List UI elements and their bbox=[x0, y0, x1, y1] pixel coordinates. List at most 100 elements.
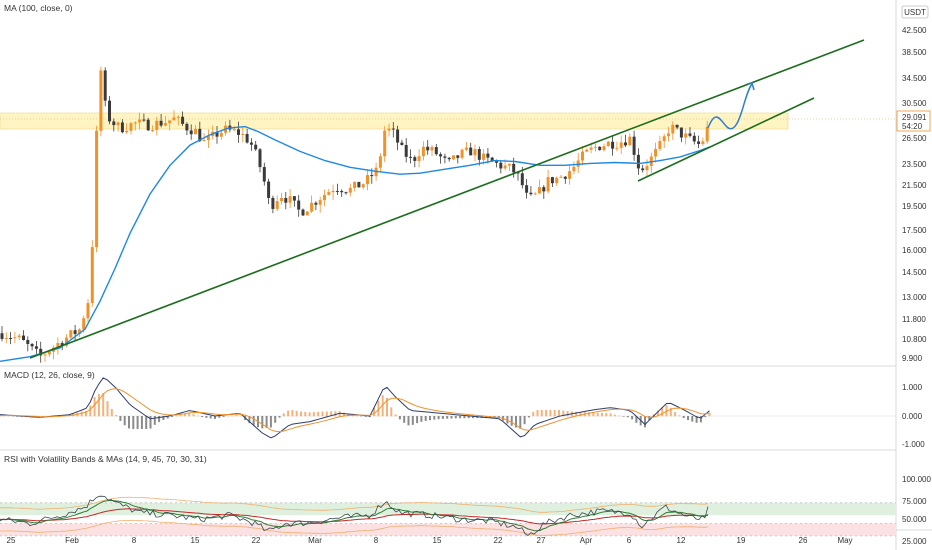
candle-body bbox=[503, 165, 507, 169]
candle-body bbox=[271, 197, 275, 209]
candle-body bbox=[60, 343, 64, 346]
macd-histogram-bar bbox=[158, 416, 161, 423]
macd-histogram-bar bbox=[278, 416, 281, 418]
candle-body bbox=[13, 337, 17, 339]
candle-body bbox=[477, 149, 481, 160]
projection-path[interactable] bbox=[707, 83, 753, 130]
macd-histogram-bar bbox=[265, 416, 268, 428]
candle-body bbox=[108, 100, 111, 122]
macd-histogram-bar bbox=[106, 401, 109, 417]
time-tick-label: 15 bbox=[433, 536, 442, 545]
macd-histogram-bar bbox=[532, 411, 535, 417]
macd-histogram-bar bbox=[558, 409, 560, 417]
candle-body bbox=[434, 147, 438, 155]
macd-histogram-bar bbox=[162, 416, 165, 421]
candle-body bbox=[249, 142, 253, 145]
candle-body bbox=[598, 146, 602, 151]
macd-histogram-bar bbox=[704, 416, 707, 418]
candle-body bbox=[606, 141, 610, 147]
candle-body bbox=[697, 141, 701, 144]
candle-body bbox=[305, 211, 309, 216]
candle-body bbox=[641, 168, 645, 171]
macd-histogram-bar bbox=[171, 416, 173, 417]
macd-layer bbox=[0, 377, 896, 439]
time-tick-label: 8 bbox=[132, 536, 137, 545]
candle-body bbox=[146, 119, 150, 131]
candle-body bbox=[353, 181, 357, 188]
macd-histogram-bar bbox=[669, 407, 672, 417]
time-axis[interactable]: 25 Feb 8 15 22 Mar 8 15 22 27 Apr 6 12 1… bbox=[7, 536, 853, 545]
time-tick-label: 22 bbox=[494, 536, 503, 545]
currency-chip[interactable] bbox=[901, 5, 929, 19]
candle-body bbox=[568, 171, 572, 179]
rsi-slow-ma bbox=[0, 508, 709, 525]
macd-histogram-bar bbox=[179, 414, 182, 417]
candle-body bbox=[632, 136, 636, 155]
macd-histogram-bar bbox=[588, 412, 591, 417]
macd-histogram-bar bbox=[609, 413, 612, 417]
macd-histogram-bar bbox=[433, 416, 436, 420]
candle-body bbox=[172, 117, 176, 121]
candle-body bbox=[615, 147, 619, 149]
rsi-volatility-band-lower bbox=[0, 519, 709, 536]
candle-body bbox=[116, 122, 120, 126]
macd-histogram-bar bbox=[196, 415, 199, 417]
candle-body bbox=[525, 185, 529, 193]
price-axis[interactable]: 42.500 38.500 34.500 30.500 26.500 23.50… bbox=[902, 26, 927, 363]
macd-histogram-bar bbox=[656, 410, 659, 417]
price-tick-label: 14.500 bbox=[902, 268, 927, 277]
candle-body bbox=[314, 202, 318, 205]
macd-histogram-bar bbox=[437, 416, 440, 420]
macd-histogram-bar bbox=[403, 416, 406, 423]
macd-tick-label: 0.000 bbox=[902, 412, 923, 421]
candle-body bbox=[662, 136, 666, 142]
macd-histogram-bar bbox=[261, 416, 264, 429]
rsi-axis[interactable]: 100.000 75.000 50.000 25.000 bbox=[902, 475, 931, 546]
macd-histogram-bar bbox=[592, 412, 595, 417]
projection-arrowhead-icon bbox=[746, 82, 755, 91]
price-tick-label: 13.000 bbox=[902, 293, 927, 302]
candle-body bbox=[499, 162, 503, 169]
macd-histogram-bar bbox=[115, 415, 118, 417]
time-tick-label: 27 bbox=[537, 536, 546, 545]
macd-histogram-bar bbox=[527, 416, 530, 418]
time-tick-label: Apr bbox=[580, 536, 593, 545]
candle-body bbox=[267, 181, 271, 198]
macd-histogram-bar bbox=[618, 415, 621, 417]
macd-histogram-bar bbox=[566, 411, 569, 417]
macd-histogram-bar bbox=[390, 407, 393, 417]
candle-body bbox=[667, 133, 670, 137]
candle-body bbox=[198, 128, 202, 142]
price-tick-label: 9.900 bbox=[902, 354, 923, 363]
price-tick-label: 34.500 bbox=[902, 74, 927, 83]
macd-histogram-bar bbox=[312, 412, 315, 417]
candle-body bbox=[572, 166, 576, 172]
candle-body bbox=[654, 148, 658, 157]
candle-body bbox=[318, 200, 322, 205]
macd-histogram-bar bbox=[687, 416, 689, 421]
candle-body bbox=[486, 153, 490, 158]
channel-support-line[interactable] bbox=[637, 97, 815, 182]
candle-body bbox=[602, 146, 606, 151]
candle-body bbox=[529, 192, 533, 195]
macd-histogram-bar bbox=[80, 411, 83, 417]
candle-body bbox=[473, 149, 477, 156]
time-tick-label: 12 bbox=[677, 536, 686, 545]
macd-histogram-bar bbox=[601, 412, 603, 417]
macd-signal-line bbox=[0, 388, 710, 433]
macd-histogram-bar bbox=[463, 416, 466, 419]
price-tick-label: 16.000 bbox=[902, 246, 927, 255]
macd-histogram-bar bbox=[231, 415, 234, 417]
macd-histogram-bar bbox=[364, 416, 367, 417]
candle-body bbox=[323, 194, 326, 201]
candle-body bbox=[297, 200, 301, 210]
macd-histogram-bar bbox=[248, 416, 251, 424]
candle-body bbox=[47, 351, 51, 355]
candle-body bbox=[142, 119, 146, 121]
ascending-trendline-lower[interactable] bbox=[29, 39, 865, 359]
macd-histogram-bar bbox=[123, 416, 126, 426]
candle-body bbox=[460, 149, 464, 158]
macd-axis[interactable]: 1.000 0.000 -1.000 bbox=[902, 383, 925, 449]
rsi-tick-label: 50.000 bbox=[902, 515, 927, 524]
